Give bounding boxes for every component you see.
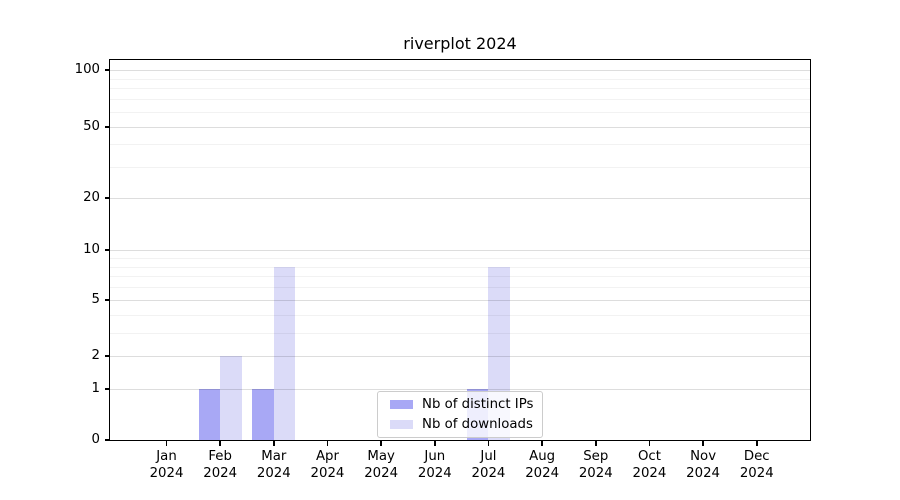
gridline-major	[110, 127, 810, 128]
x-axis-tick	[380, 440, 382, 446]
x-axis-tick	[434, 440, 436, 446]
x-tick-label: Jan 2024	[149, 449, 184, 481]
x-axis-tick	[541, 440, 543, 446]
y-axis-tick	[104, 299, 110, 301]
gridline-minor	[110, 257, 810, 259]
legend-swatch-downloads	[390, 419, 413, 429]
x-tick-label: May 2024	[364, 449, 399, 481]
gridline-minor	[110, 78, 810, 80]
y-axis-tick	[104, 355, 110, 357]
plot-area: Nb of distinct IPs Nb of downloads	[109, 59, 811, 441]
gridline-major	[110, 70, 810, 71]
y-tick-label: 50	[83, 119, 100, 134]
gridline-minor	[110, 266, 810, 268]
grid-layer	[110, 60, 810, 440]
x-tick-label: Dec 2024	[739, 449, 774, 481]
legend: Nb of distinct IPs Nb of downloads	[377, 391, 543, 438]
gridline-major	[110, 250, 810, 251]
x-tick-label: Oct 2024	[632, 449, 667, 481]
gridline-minor	[110, 144, 810, 146]
x-axis-tick	[755, 440, 758, 446]
y-tick-label: 100	[74, 62, 100, 77]
gridline-minor	[110, 88, 810, 90]
x-tick-label: Aug 2024	[525, 449, 560, 481]
gridline-minor	[110, 287, 810, 289]
y-tick-label: 10	[83, 242, 100, 257]
gridline-minor	[110, 276, 810, 278]
legend-label-downloads: Nb of downloads	[422, 416, 533, 432]
y-axis-tick	[104, 69, 110, 71]
x-tick-label: Apr 2024	[310, 449, 345, 481]
gridline-major	[110, 300, 810, 301]
x-axis-tick	[219, 440, 221, 446]
y-tick-label: 20	[83, 190, 100, 205]
gridline-major	[110, 356, 810, 357]
gridline-minor	[110, 332, 810, 334]
y-axis-tick	[104, 126, 110, 128]
x-axis-tick	[594, 440, 597, 446]
bar-nb-of-downloads-feb	[220, 356, 242, 440]
x-tick-label: Feb 2024	[203, 449, 238, 481]
legend-swatch-distinct-ips	[390, 400, 413, 410]
x-axis-tick	[165, 440, 168, 446]
y-axis-tick	[104, 249, 110, 251]
y-axis-tick	[104, 388, 110, 390]
bar-nb-of-downloads-mar	[273, 266, 296, 440]
legend-label-distinct-ips: Nb of distinct IPs	[422, 397, 534, 413]
y-axis-tick	[104, 439, 110, 441]
legend-entry-distinct-ips: Nb of distinct IPs	[390, 396, 542, 413]
x-tick-label: Jun 2024	[417, 449, 452, 481]
x-axis-tick	[326, 440, 329, 446]
x-axis-tick	[273, 440, 275, 446]
x-tick-label: Mar 2024	[256, 449, 291, 481]
x-axis-tick	[702, 440, 704, 446]
legend-entry-downloads: Nb of downloads	[390, 416, 542, 433]
gridline-major	[110, 389, 810, 390]
y-tick-label: 0	[91, 432, 100, 447]
y-axis-tick	[104, 197, 110, 199]
bar-nb-of-distinct-ips-mar	[252, 389, 274, 440]
x-axis-tick	[648, 440, 651, 446]
gridline-minor	[110, 314, 810, 316]
gridline-major	[110, 198, 810, 199]
bar-nb-of-distinct-ips-feb	[198, 389, 221, 440]
x-tick-label: Jul 2024	[471, 449, 506, 481]
x-axis-tick	[487, 440, 490, 446]
gridline-minor	[110, 112, 810, 114]
x-tick-label: Nov 2024	[686, 449, 721, 481]
y-tick-label: 1	[91, 381, 100, 396]
y-tick-label: 5	[91, 292, 100, 307]
x-tick-label: Sep 2024	[578, 449, 613, 481]
gridline-minor	[110, 99, 810, 101]
y-tick-label: 2	[91, 348, 100, 363]
chart-title: riverplot 2024	[403, 34, 517, 53]
gridline-minor	[110, 166, 810, 168]
